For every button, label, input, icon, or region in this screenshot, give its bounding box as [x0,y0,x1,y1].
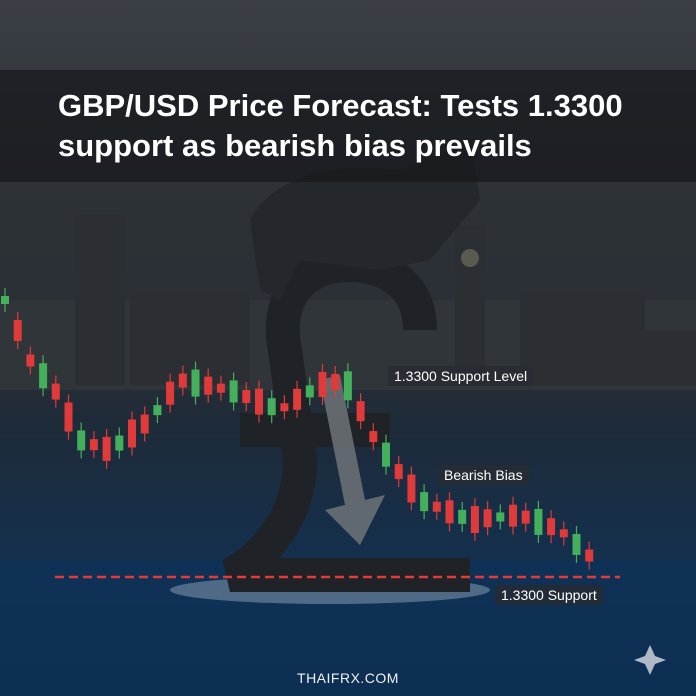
candle-body [547,518,556,536]
bearish-bias-label: Bearish Bias [438,465,529,485]
candle-body [89,439,98,451]
candle-body [369,431,378,443]
candles [1,288,594,570]
headline: GBP/USD Price Forecast: Tests 1.3300 sup… [58,88,623,163]
candle-body [521,510,530,524]
candle-body [204,376,213,395]
candle-body [509,504,517,527]
candle-body [432,501,441,512]
candle-body [242,390,251,404]
site-name: THAIFRX.COM [297,670,399,686]
support-level-label: 1.3300 Support Level [388,366,534,386]
candle-body [153,405,162,416]
candle-body [470,506,479,534]
trend-arrow [320,375,385,545]
candle-body [305,385,314,398]
candle-body [420,492,429,512]
candle-body [64,402,73,432]
candle-body [458,509,467,524]
candle-body [572,533,581,555]
candle-body [51,383,60,400]
candle-body [77,430,86,451]
candle-body [1,296,9,304]
candle-body [534,508,543,535]
candle-body [216,383,225,393]
candle-body [331,373,340,390]
candle-body [343,371,352,401]
candle-body [191,369,200,397]
candle-body [115,435,124,451]
candle-body [39,363,48,389]
candle-body [496,512,505,522]
candle-body [356,401,365,422]
candle-body [229,380,238,403]
skyline [0,215,696,390]
candle-body [483,509,492,528]
candle-body [166,381,175,405]
candle-body [255,388,263,415]
candle-body [102,436,111,461]
candle-body [13,319,22,341]
candle-body [280,403,289,412]
candle-body [140,414,149,434]
candle-body [318,372,327,397]
candle-body [585,549,594,562]
title-band [0,70,696,182]
candle-body [445,500,454,524]
candle-body [128,419,136,448]
candle-body [267,398,276,416]
candle-body [394,464,403,480]
candle-body [178,373,187,388]
sparkle-icon [634,645,666,675]
pound-symbol [221,247,470,592]
candle-body [407,474,416,503]
candle-body [382,442,390,467]
candle-body [559,529,568,538]
candle-body [26,354,35,367]
candle-body [293,388,302,410]
support-label: 1.3300 Support [495,585,603,605]
